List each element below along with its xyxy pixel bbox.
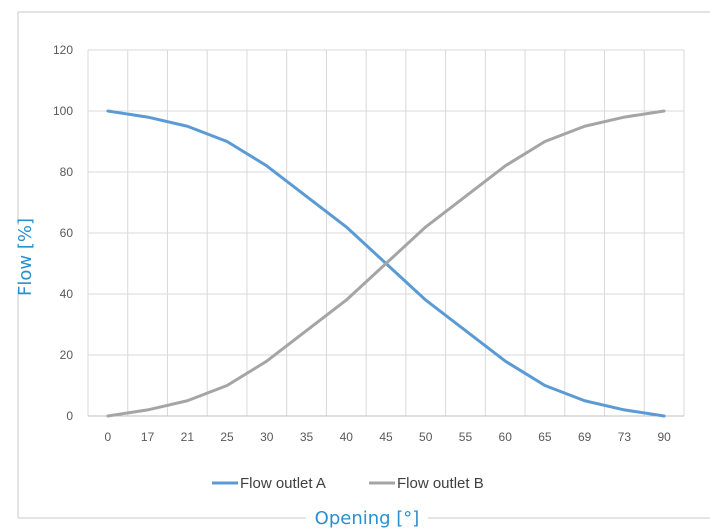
x-tick-label: 73 bbox=[618, 430, 632, 444]
x-tick-label: 45 bbox=[379, 430, 393, 444]
x-tick-label: 35 bbox=[300, 430, 314, 444]
legend-label: Flow outlet B bbox=[397, 475, 484, 492]
legend: Flow outlet A Flow outlet B bbox=[212, 475, 484, 492]
y-tick-label: 100 bbox=[53, 104, 73, 118]
y-axis-title: Flow [%] bbox=[15, 218, 36, 296]
x-tick-label: 25 bbox=[220, 430, 234, 444]
plot-area: 0 20 40 60 80 100 120 0 17 21 25 30 35 40 45 50 55 60 65 69… bbox=[53, 43, 685, 444]
y-tick-label: 120 bbox=[53, 43, 73, 57]
series-line-b bbox=[106, 109, 666, 418]
x-tick-label: 0 bbox=[105, 430, 112, 444]
y-tick-label: 80 bbox=[60, 165, 74, 179]
x-tick-label: 40 bbox=[340, 430, 354, 444]
y-tick-label: 0 bbox=[66, 409, 73, 423]
x-tick-label: 65 bbox=[538, 430, 552, 444]
x-tick-label: 69 bbox=[578, 430, 592, 444]
legend-label: Flow outlet A bbox=[240, 475, 326, 492]
x-tick-label: 60 bbox=[499, 430, 513, 444]
x-tick-label: 55 bbox=[459, 430, 473, 444]
x-tick-label: 50 bbox=[419, 430, 433, 444]
y-tick-label: 40 bbox=[60, 287, 74, 301]
x-tick-label: 90 bbox=[657, 430, 671, 444]
x-tick-label: 21 bbox=[181, 430, 195, 444]
x-tick-label: 17 bbox=[141, 430, 155, 444]
y-tick-label: 20 bbox=[60, 348, 74, 362]
y-tick-label: 60 bbox=[60, 226, 74, 240]
x-tick-label: 30 bbox=[260, 430, 274, 444]
x-axis-title: Opening [°] bbox=[315, 508, 420, 529]
